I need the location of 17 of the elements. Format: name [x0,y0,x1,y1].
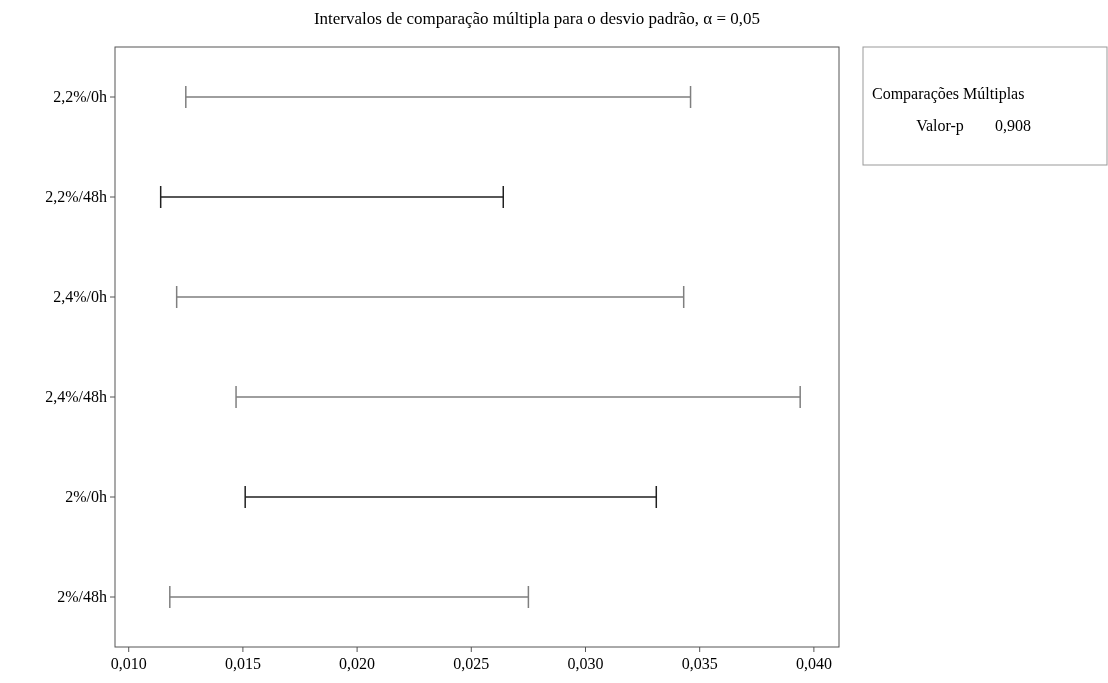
y-tick-label: 2,4%/0h [53,288,107,305]
x-tick-label: 0,035 [681,655,718,672]
y-tick-label: 2%/48h [57,588,107,605]
x-tick-label: 0,040 [795,655,832,672]
x-tick-label: 0,010 [110,655,147,672]
y-tick-label: 2%/0h [65,488,107,505]
text: 0,908 [995,117,1031,134]
x-tick-label: 0,030 [567,655,604,672]
text: Valor-p [916,117,964,135]
x-tick-label: 0,020 [339,655,376,672]
x-tick-label: 0,025 [453,655,490,672]
y-tick-label: 2,4%/48h [45,388,107,405]
chart-title: Intervalos de comparação múltipla para o desvio padrão, α = 0,05 [313,9,761,28]
y-tick-label: 2,2%/0h [53,88,107,105]
x-tick-label: 0,015 [224,655,261,672]
text: Comparações Múltiplas [872,85,1025,103]
y-tick-label: 2,2%/48h [45,188,107,205]
